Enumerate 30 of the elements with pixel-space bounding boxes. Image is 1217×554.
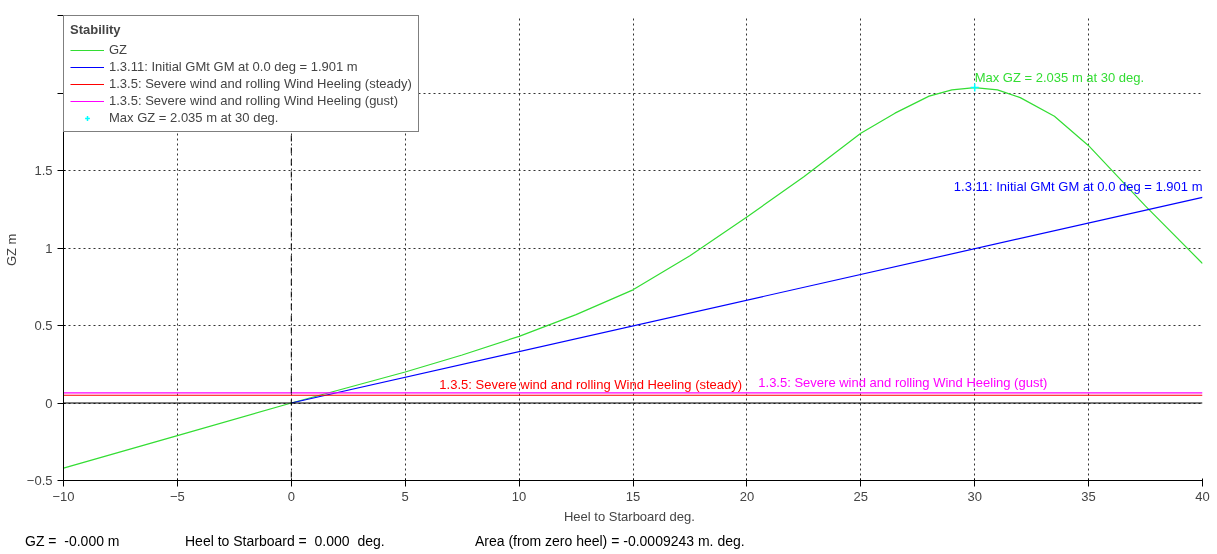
- x-tick-label: −10: [52, 488, 75, 504]
- x-tick-label: 10: [511, 488, 527, 504]
- x-tick-label: 35: [1081, 488, 1096, 504]
- annotation: Max GZ = 2.035 m at 30 deg.: [974, 69, 1145, 85]
- annotation: 1.3.5: Severe wind and rolling Wind Heeling (steady): [439, 377, 743, 393]
- y-tick-label: 1.5: [34, 163, 53, 178]
- text: Heel to Starboard = 0.000 deg.: [185, 532, 385, 551]
- y-tick-label: 0.5: [34, 318, 53, 333]
- y-tick-label: −0.5: [26, 473, 53, 488]
- x-tick-label: 25: [853, 488, 869, 504]
- x-tick-label: 40: [1195, 488, 1210, 504]
- x-axis-title: Heel to Starboard deg.: [563, 508, 695, 524]
- x-tick-label: 20: [739, 488, 755, 504]
- text: GZ = -0.000 m: [25, 532, 120, 551]
- y-tick-label: 1: [45, 240, 53, 256]
- x-tick-label: 5: [401, 488, 409, 504]
- legend-label: 1.3.5: Severe wind and rolling Wind Heeling (gust): [109, 93, 399, 108]
- x-tick-label: −5: [169, 488, 185, 504]
- legend-label: Max GZ = 2.035 m at 30 deg.: [109, 110, 279, 125]
- x-tick-label: 15: [625, 488, 641, 504]
- legend-label: GZ: [109, 42, 129, 57]
- x-tick-label: 0: [287, 488, 295, 504]
- annotation: 1.3.5: Severe wind and rolling Wind Heeling (gust): [758, 374, 1048, 390]
- y-axis-title: GZ m: [3, 233, 19, 267]
- legend-title: Stability: [70, 22, 122, 37]
- legend-label: 1.3.5: Severe wind and rolling Wind Heeling (steady): [109, 76, 412, 91]
- legend-label: 1.3.11: Initial GMt GM at 0.0 deg = 1.901 m: [109, 59, 358, 74]
- text: Area (from zero heel) = -0.0009243 m. deg.: [475, 532, 745, 551]
- y-tick-label: 0: [45, 395, 53, 411]
- x-tick-label: 30: [967, 488, 982, 504]
